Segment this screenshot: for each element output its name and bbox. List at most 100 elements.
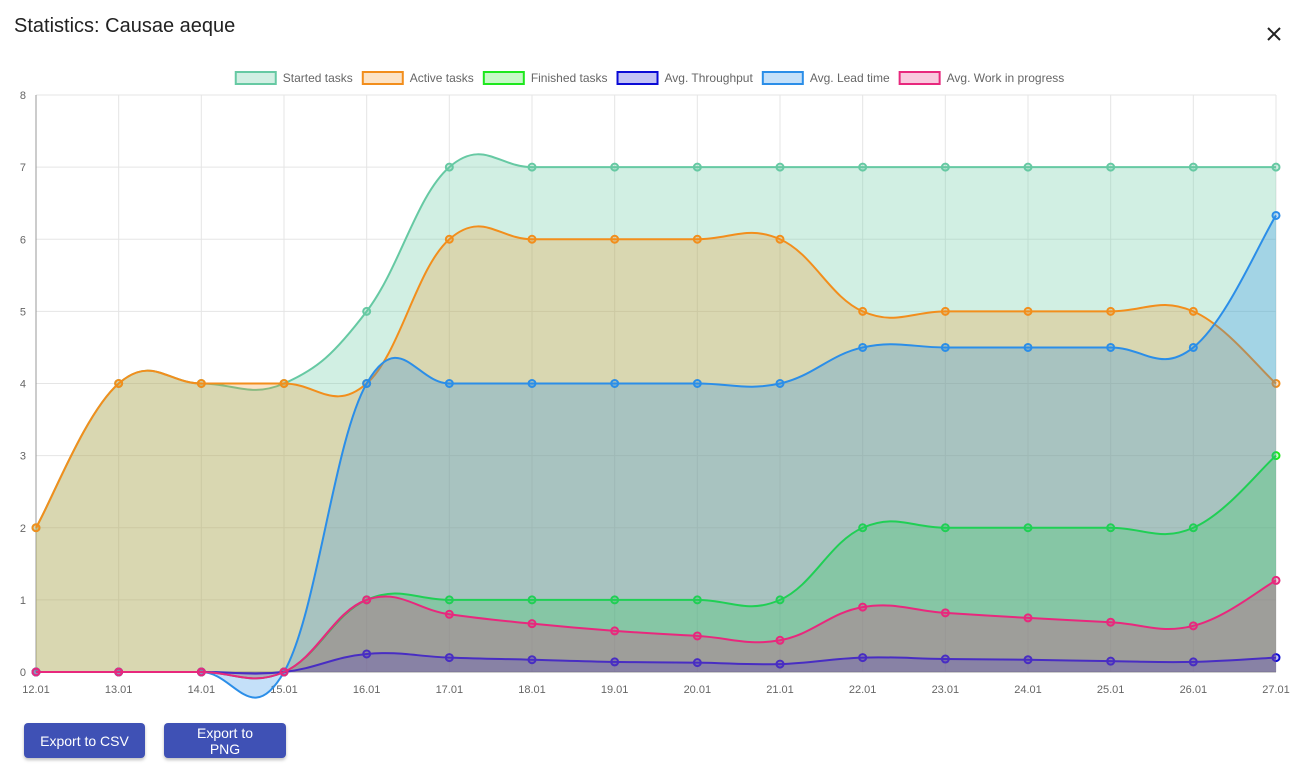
y-tick-label: 4 xyxy=(20,379,26,391)
data-point-avg-lead-time xyxy=(444,379,454,388)
legend-swatch-avg-throughput[interactable] xyxy=(616,71,659,85)
x-tick-label: 16.01 xyxy=(353,684,381,696)
data-point-avg-work-in-progress xyxy=(692,631,702,641)
chart-canvas: 0 1 2 3 4 5 6 7 8 12.01 13.01 14.01 15.01 16.01 17.01 1… xyxy=(20,71,1290,699)
data-point-avg-work-in-progress xyxy=(940,608,950,618)
x-tick-label: 17.01 xyxy=(436,684,464,696)
x-tick-label: 15.01 xyxy=(270,684,298,696)
data-point-finished-tasks xyxy=(1023,523,1033,533)
data-point-avg-throughput xyxy=(444,653,454,663)
data-point-avg-work-in-progress xyxy=(362,595,372,605)
y-tick-label: 0 xyxy=(20,667,26,679)
legend-label-started-tasks[interactable]: Started tasks xyxy=(283,71,353,85)
data-point-finished-tasks xyxy=(1271,451,1281,461)
data-point-avg-lead-time xyxy=(362,379,372,388)
data-point-started-tasks xyxy=(362,306,372,316)
data-point-avg-work-in-progress xyxy=(858,602,868,612)
series-area-finished-tasks xyxy=(36,455,1276,679)
dialog-title: Statistics: Causae aeque xyxy=(14,15,236,37)
data-point-finished-tasks xyxy=(940,523,950,533)
data-point-started-tasks xyxy=(1188,162,1198,172)
y-tick-label: 3 xyxy=(20,451,26,463)
data-point-active-tasks xyxy=(610,234,620,244)
legend-swatch-active-tasks[interactable] xyxy=(361,71,404,85)
data-point-avg-work-in-progress xyxy=(31,667,41,677)
data-point-avg-lead-time xyxy=(692,379,702,388)
data-point-started-tasks xyxy=(858,162,868,172)
data-point-avg-throughput xyxy=(1023,655,1033,665)
legend-swatch-avg-lead-time[interactable] xyxy=(761,71,804,85)
data-point-avg-lead-time xyxy=(858,342,868,352)
close-icon xyxy=(1267,27,1281,41)
legend-swatch-avg-work-in-progress[interactable] xyxy=(898,71,941,85)
x-tick-label: 20.01 xyxy=(684,684,712,696)
data-point-active-tasks xyxy=(114,379,124,388)
x-tick-label: 24.01 xyxy=(1014,684,1042,696)
data-point-avg-throughput xyxy=(1271,653,1281,663)
data-point-avg-lead-time xyxy=(1188,342,1198,352)
data-point-avg-throughput xyxy=(858,653,868,663)
data-point-active-tasks xyxy=(1023,306,1033,316)
legend-label-avg-throughput[interactable]: Avg. Throughput xyxy=(665,71,754,85)
series-line-avg-throughput xyxy=(36,652,1277,675)
y-tick-label: 8 xyxy=(20,90,26,102)
series-line-active-tasks xyxy=(35,225,1277,529)
data-point-finished-tasks xyxy=(1106,523,1116,533)
data-point-active-tasks xyxy=(692,234,702,244)
series-line-avg-lead-time xyxy=(36,214,1277,699)
data-point-started-tasks xyxy=(527,162,537,172)
x-tick-label: 27.01 xyxy=(1262,684,1290,696)
legend-label-avg-work-in-progress[interactable]: Avg. Work in progress xyxy=(947,71,1065,85)
data-point-avg-lead-time xyxy=(527,379,537,388)
data-point-finished-tasks xyxy=(858,523,868,533)
data-point-started-tasks xyxy=(1271,162,1281,172)
close-button[interactable] xyxy=(1260,20,1288,48)
x-tick-label: 25.01 xyxy=(1097,684,1125,696)
data-point-active-tasks xyxy=(1271,379,1281,388)
data-point-active-tasks xyxy=(775,234,785,244)
data-point-avg-work-in-progress xyxy=(444,609,454,619)
data-point-started-tasks xyxy=(692,162,702,172)
data-point-active-tasks xyxy=(196,379,206,388)
series-line-started-tasks xyxy=(35,153,1276,529)
legend-label-avg-lead-time[interactable]: Avg. Lead time xyxy=(810,71,890,85)
data-point-active-tasks xyxy=(31,523,41,533)
data-point-avg-throughput xyxy=(362,649,372,659)
data-point-avg-work-in-progress xyxy=(610,626,620,636)
data-point-active-tasks xyxy=(279,379,289,388)
x-tick-label: 14.01 xyxy=(188,684,216,696)
legend-swatch-finished-tasks[interactable] xyxy=(482,71,525,85)
data-point-finished-tasks xyxy=(444,595,454,605)
y-tick-label: 6 xyxy=(20,234,26,246)
data-point-active-tasks xyxy=(527,234,537,244)
data-point-finished-tasks xyxy=(775,595,785,605)
series-area-started-tasks xyxy=(36,154,1276,672)
data-point-avg-work-in-progress xyxy=(1188,621,1198,631)
legend-label-active-tasks[interactable]: Active tasks xyxy=(410,71,474,85)
data-point-started-tasks xyxy=(1023,162,1033,172)
legend-label-finished-tasks[interactable]: Finished tasks xyxy=(531,71,608,85)
export-png-button[interactable]: Export to PNG xyxy=(164,723,286,758)
data-point-avg-throughput xyxy=(775,659,785,669)
data-point-started-tasks xyxy=(775,162,785,172)
x-tick-label: 21.01 xyxy=(766,684,794,696)
x-tick-label: 19.01 xyxy=(601,684,629,696)
data-point-avg-work-in-progress xyxy=(1023,613,1033,623)
data-point-active-tasks xyxy=(444,234,454,244)
series-area-avg-work-in-progress xyxy=(36,580,1276,679)
data-point-started-tasks xyxy=(1106,162,1116,172)
data-point-avg-work-in-progress xyxy=(1271,575,1281,585)
data-point-started-tasks xyxy=(444,162,454,172)
data-point-avg-lead-time xyxy=(775,379,785,388)
data-point-started-tasks xyxy=(610,162,620,172)
data-point-avg-throughput xyxy=(692,658,702,668)
data-point-finished-tasks xyxy=(692,595,702,605)
x-tick-label: 23.01 xyxy=(932,684,960,696)
data-point-started-tasks xyxy=(940,162,950,172)
series-area-active-tasks xyxy=(36,226,1276,672)
export-csv-button[interactable]: Export to CSV xyxy=(24,723,145,758)
data-point-avg-lead-time xyxy=(1271,210,1281,220)
legend-swatch-started-tasks[interactable] xyxy=(234,71,277,85)
data-point-avg-throughput xyxy=(1106,656,1116,666)
x-tick-label: 12.01 xyxy=(22,684,50,696)
